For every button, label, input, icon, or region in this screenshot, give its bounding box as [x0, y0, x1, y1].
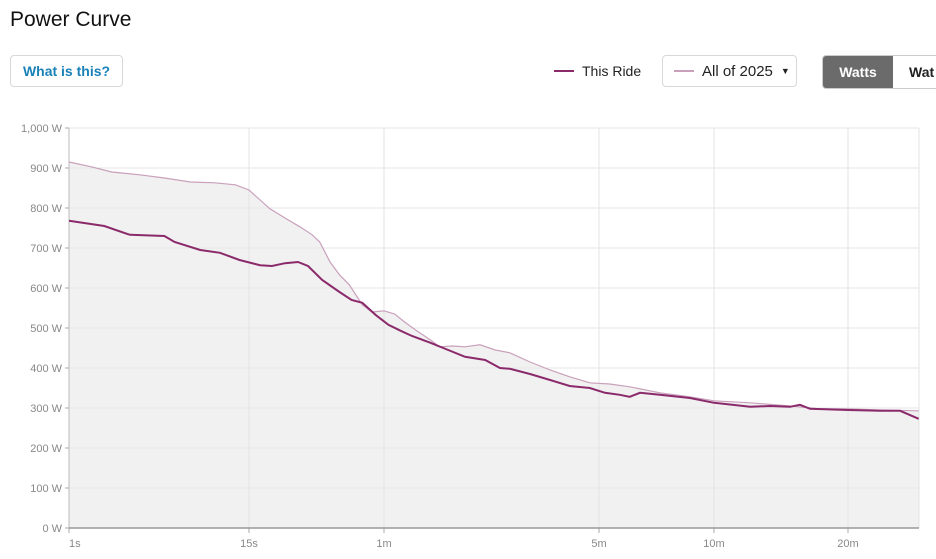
x-tick-label: 20m — [837, 538, 858, 550]
x-tick-label: 10m — [703, 538, 724, 550]
page-title: Power Curve — [10, 8, 132, 31]
y-tick-label: 100 W — [30, 483, 62, 495]
y-tick-label: 200 W — [30, 443, 62, 455]
y-tick-label: 0 W — [42, 523, 62, 535]
x-tick-label: 1m — [376, 538, 391, 550]
unit-toggle: Watts Wat — [822, 55, 936, 89]
range-select[interactable]: All of 2025 ▼ — [662, 55, 797, 87]
legend-this-ride[interactable]: This Ride — [554, 63, 641, 79]
x-tick-label: 15s — [240, 538, 258, 550]
y-tick-label: 800 W — [30, 203, 62, 215]
legend-label: This Ride — [582, 63, 642, 79]
all-2025-swatch — [674, 70, 694, 72]
watts-per-kg-button[interactable]: Wat — [893, 56, 936, 88]
caret-down-icon: ▼ — [780, 66, 790, 76]
y-tick-label: 500 W — [30, 323, 62, 335]
x-tick-label: 1s — [69, 538, 81, 550]
y-tick-label: 400 W — [30, 363, 62, 375]
this-ride-line — [68, 219, 920, 420]
y-tick-label: 900 W — [30, 163, 62, 175]
y-tick-label: 300 W — [30, 403, 62, 415]
watts-button[interactable]: Watts — [823, 56, 893, 88]
what-is-this-button[interactable]: What is this? — [10, 55, 123, 87]
y-tick-label: 600 W — [30, 283, 62, 295]
this-ride-swatch — [554, 70, 574, 72]
all-2025-line — [68, 161, 919, 412]
all-2025-area — [69, 162, 919, 528]
y-tick-label: 1,000 W — [21, 123, 63, 135]
range-select-value: All of 2025 — [702, 62, 773, 80]
y-tick-label: 700 W — [30, 243, 62, 255]
x-tick-label: 5m — [591, 538, 606, 550]
